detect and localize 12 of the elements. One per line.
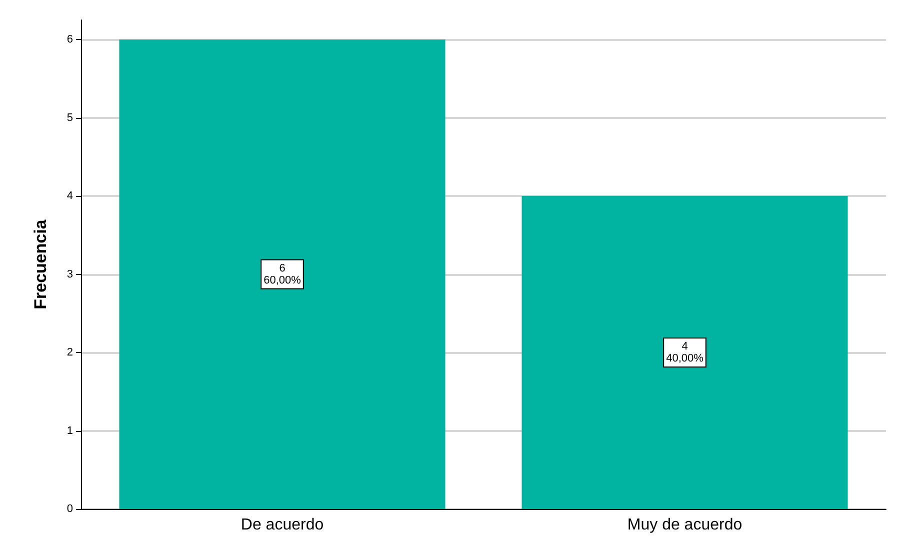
x-tick-label: De acuerdo — [240, 516, 324, 534]
y-tick-label: 2 — [66, 346, 73, 359]
y-tick-label: 0 — [66, 503, 73, 515]
y-tick-label: 6 — [66, 34, 73, 46]
data-label: 6 60,00% — [264, 262, 302, 286]
y-tick-label: 5 — [66, 112, 73, 124]
y-tick-label: 1 — [66, 424, 73, 437]
y-tick-label: 3 — [66, 268, 73, 280]
data-label: 4 40,00% — [666, 340, 704, 365]
y-axis-title: Frecuencia — [31, 219, 50, 310]
x-tick-label: Muy de acuerdo — [627, 516, 742, 534]
y-tick-label: 4 — [66, 190, 73, 202]
